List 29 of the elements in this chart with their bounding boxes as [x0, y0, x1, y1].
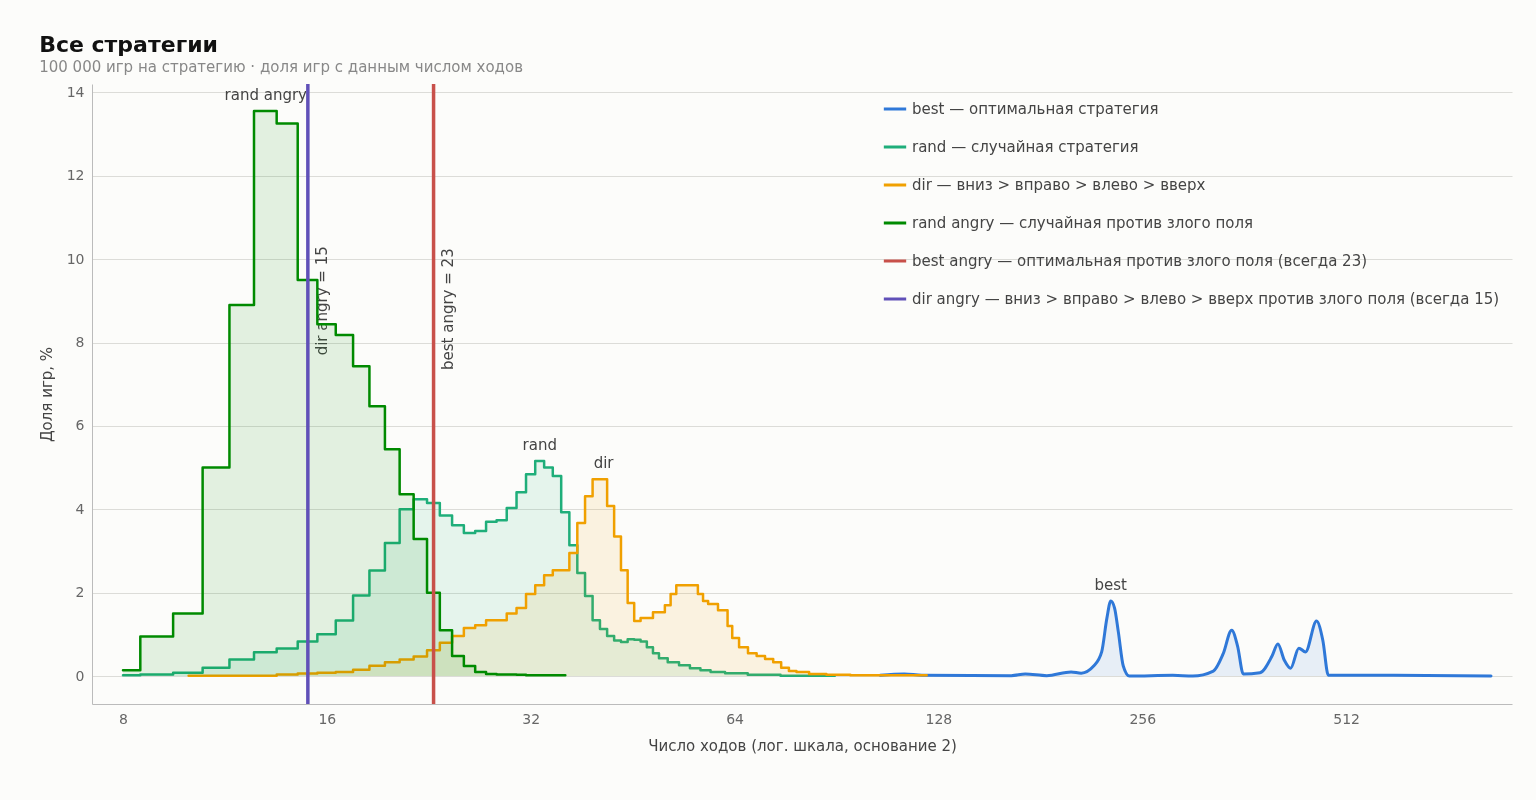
- y-axis-title: Доля игр, %: [37, 346, 56, 443]
- legend-label: best — оптимальная стратегия: [912, 100, 1159, 118]
- x-tick-label: 512: [1333, 710, 1360, 727]
- y-tick-label: 12: [66, 167, 85, 184]
- x-axis-title: Число ходов (лог. шкала, основание 2): [648, 736, 957, 755]
- x-tick-label: 8: [119, 710, 128, 727]
- annotation: dir: [593, 454, 615, 473]
- legend-label: rand angry — случайная против злого поля: [912, 214, 1254, 232]
- y-tick-label: 8: [75, 334, 85, 351]
- y-tick-label: 0: [75, 667, 85, 684]
- y-tick-label: 14: [66, 83, 85, 100]
- legend-label: best angry — оптимальная против злого поля (всегда 23): [912, 252, 1368, 270]
- y-tick-label: 2: [75, 584, 85, 601]
- chart-title: Все стратегии: [39, 32, 218, 57]
- legend-label: dir angry — вниз > вправо > влево > вверх против злого поля (всегда 15): [912, 290, 1500, 308]
- x-tick-label: 32: [522, 710, 541, 727]
- legend-label: rand — случайная стратегия: [912, 138, 1139, 156]
- x-tick-label: 256: [1129, 710, 1157, 727]
- y-tick-label: 4: [75, 500, 85, 517]
- y-tick-label: 6: [75, 417, 85, 434]
- x-tick-label: 128: [925, 710, 953, 727]
- x-tick-label: 64: [726, 710, 745, 727]
- legend-label: dir — вниз > вправо > влево > вверх: [912, 176, 1206, 194]
- chart-subtitle: 100 000 игр на стратегию · доля игр с данным числом ходов: [39, 58, 524, 76]
- annotation: rand: [522, 435, 557, 454]
- y-tick-label: 10: [66, 250, 85, 267]
- annotation: best: [1094, 576, 1128, 595]
- annotation: best angry = 23: [438, 248, 457, 370]
- x-tick-label: 16: [318, 710, 337, 727]
